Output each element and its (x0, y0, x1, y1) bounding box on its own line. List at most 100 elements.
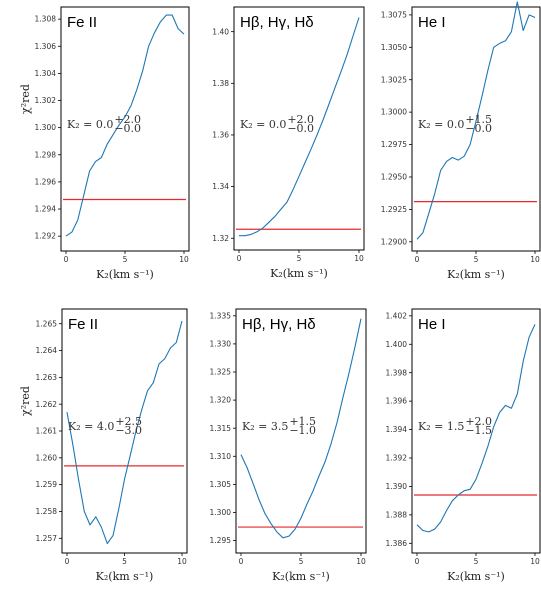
y-tick-label: 1.325 (210, 368, 232, 377)
y-tick-label: 1.305 (210, 480, 232, 489)
x-tick-label: 0 (237, 254, 242, 263)
y-tick-label: 1.295 (210, 536, 232, 545)
y-tick-label: 1.298 (35, 150, 57, 159)
x-tick-label: 5 (474, 557, 479, 566)
chart-panel-1: 1.292 1.294 1.296 1.298 1.300 1.302 1.304 1.306… (19, 6, 190, 281)
k2-annotation: K₂ = 1.5 (418, 420, 464, 433)
x-tick-label: 10 (530, 557, 540, 566)
chart-panel-6: 1.386 1.388 1.390 1.392 1.394 1.396 1.398 1.400… (386, 308, 541, 583)
x-tick-label: 0 (65, 557, 70, 566)
y-tick-label: 1.3000 (381, 108, 407, 117)
y-tick-label: 1.398 (386, 368, 408, 377)
y-tick-label: 1.320 (210, 396, 232, 405)
y-tick-label: 1.392 (386, 454, 408, 463)
chart-panel-4: 1.257 1.258 1.259 1.260 1.261 1.262 1.263 1.264… (19, 308, 188, 583)
k2-upper-error: +1.5 (289, 415, 316, 428)
y-axis-label: χ²red (19, 386, 32, 416)
x-tick-label: 10 (179, 255, 189, 264)
k2-lower-error: −0.0 (114, 122, 141, 135)
x-tick-label: 10 (177, 557, 187, 566)
chi2-curve (416, 1, 536, 240)
k2-lower-error: −1.0 (289, 424, 316, 437)
k2-lower-error: −3.0 (115, 424, 142, 437)
y-tick-label: 1.261 (36, 427, 58, 436)
y-tick-label: 1.300 (35, 123, 57, 132)
y-tick-label: 1.386 (386, 539, 408, 548)
x-axis-label: K₂(km s⁻¹) (447, 268, 505, 281)
y-tick-label: 1.294 (35, 205, 57, 214)
k2-upper-error: +2.0 (287, 113, 314, 126)
y-tick-label: 1.400 (386, 340, 408, 349)
chi2-curve (65, 14, 185, 237)
k2-lower-error: −0.0 (465, 122, 492, 135)
y-tick-label: 1.32 (212, 234, 229, 243)
chi2-curve (239, 17, 360, 237)
y-tick-label: 1.300 (210, 508, 232, 517)
y-tick-label: 1.306 (35, 42, 57, 51)
y-tick-label: 1.263 (36, 373, 58, 382)
y-tick-label: 1.308 (35, 15, 57, 24)
x-tick-label: 5 (123, 255, 128, 264)
y-tick-label: 1.40 (212, 27, 229, 36)
y-tick-label: 1.304 (35, 69, 57, 78)
y-tick-label: 1.38 (212, 79, 229, 88)
x-tick-label: 5 (122, 557, 127, 566)
x-axis-label: K₂(km s⁻¹) (272, 570, 330, 583)
y-tick-label: 1.296 (35, 177, 57, 186)
panel-title: Hβ, Hγ, Hδ (242, 316, 316, 333)
x-axis-label: K₂(km s⁻¹) (96, 570, 154, 583)
x-tick-label: 5 (299, 557, 304, 566)
x-tick-label: 10 (356, 557, 366, 566)
y-tick-label: 1.2900 (381, 237, 407, 246)
y-tick-label: 1.310 (210, 452, 232, 461)
k2-lower-error: −1.5 (465, 424, 492, 437)
panel-title: He I (418, 316, 446, 333)
y-tick-label: 1.3075 (381, 10, 407, 19)
y-tick-label: 1.302 (35, 96, 57, 105)
chart-panel-3: 1.2900 1.2925 1.2950 1.2975 1.3000 1.3025 1.30… (381, 1, 541, 281)
x-tick-label: 5 (297, 254, 302, 263)
k2-upper-error: +2.0 (114, 113, 141, 126)
y-axis-label: χ²red (19, 84, 32, 114)
y-tick-label: 1.259 (36, 480, 58, 489)
y-tick-label: 1.34 (212, 182, 229, 191)
y-tick-label: 1.330 (210, 340, 232, 349)
k2-annotation: K₂ = 0.0 (418, 118, 464, 131)
y-tick-label: 1.3025 (381, 75, 407, 84)
chi2-curve (66, 320, 183, 545)
chart-panel-5: 1.295 1.300 1.305 1.310 1.315 1.320 1.325 1.330… (210, 308, 367, 583)
k2-annotation: K₂ = 4.0 (68, 420, 114, 433)
y-tick-label: 1.260 (36, 453, 58, 462)
k2-annotation: K₂ = 0.0 (67, 118, 113, 131)
k2-upper-error: +1.5 (465, 113, 492, 126)
x-tick-label: 0 (415, 557, 420, 566)
x-tick-label: 0 (64, 255, 69, 264)
x-axis-label: K₂(km s⁻¹) (447, 570, 505, 583)
y-tick-label: 1.262 (36, 400, 58, 409)
k2-lower-error: −0.0 (287, 122, 314, 135)
y-tick-label: 1.265 (36, 319, 58, 328)
x-tick-label: 5 (474, 255, 479, 264)
y-tick-label: 1.315 (210, 424, 232, 433)
chi2-curve (416, 324, 536, 533)
x-axis-label: K₂(km s⁻¹) (270, 267, 328, 280)
y-tick-label: 1.3050 (381, 43, 407, 52)
y-tick-label: 1.402 (386, 311, 408, 320)
chi2-curve (240, 318, 362, 539)
panel-title: He I (418, 14, 446, 31)
y-tick-label: 1.264 (36, 346, 58, 355)
y-tick-label: 1.292 (35, 232, 57, 241)
x-tick-label: 10 (530, 255, 540, 264)
x-tick-label: 10 (354, 254, 364, 263)
panel-title: Hβ, Hγ, Hδ (240, 14, 314, 31)
k2-upper-error: +2.0 (465, 415, 492, 428)
x-axis-label: K₂(km s⁻¹) (96, 268, 154, 281)
y-tick-label: 1.2975 (381, 140, 407, 149)
y-tick-label: 1.388 (386, 510, 408, 519)
k2-annotation: K₂ = 0.0 (240, 118, 286, 131)
y-tick-label: 1.390 (386, 482, 408, 491)
y-tick-label: 1.396 (386, 397, 408, 406)
y-tick-label: 1.257 (36, 534, 58, 543)
y-tick-label: 1.36 (212, 131, 229, 140)
